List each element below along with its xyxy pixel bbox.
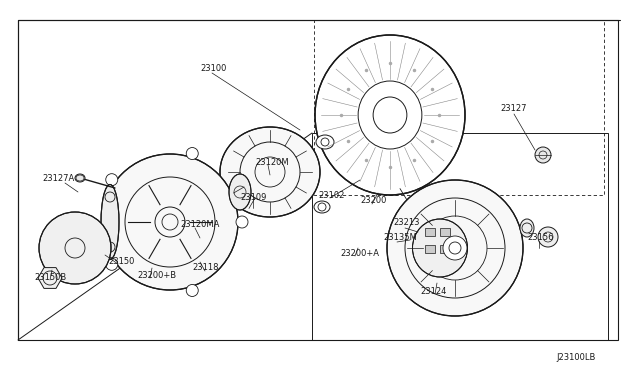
- Ellipse shape: [229, 174, 251, 210]
- Circle shape: [236, 216, 248, 228]
- Text: 23109: 23109: [240, 192, 266, 202]
- Circle shape: [410, 205, 420, 215]
- Text: 23124: 23124: [420, 288, 446, 296]
- Bar: [18, 20, 618, 340]
- Text: 23213: 23213: [393, 218, 419, 227]
- Text: 23200+A: 23200+A: [340, 248, 379, 257]
- Ellipse shape: [520, 219, 534, 237]
- Ellipse shape: [220, 127, 320, 217]
- Circle shape: [443, 236, 467, 260]
- Bar: [425, 228, 435, 236]
- Circle shape: [102, 154, 238, 290]
- Ellipse shape: [413, 219, 467, 277]
- Bar: [314, 20, 604, 195]
- Text: J23100LB: J23100LB: [556, 353, 595, 362]
- Circle shape: [39, 212, 111, 284]
- Text: 23127A: 23127A: [42, 173, 74, 183]
- Text: 23120MA: 23120MA: [180, 219, 220, 228]
- Text: 23156: 23156: [527, 232, 554, 241]
- Bar: [312, 133, 608, 340]
- Ellipse shape: [101, 185, 119, 260]
- Text: 23150: 23150: [108, 257, 134, 266]
- Ellipse shape: [315, 35, 465, 195]
- Ellipse shape: [314, 201, 330, 213]
- Ellipse shape: [75, 174, 85, 182]
- Circle shape: [538, 227, 558, 247]
- Text: 23200+B: 23200+B: [137, 272, 176, 280]
- Circle shape: [186, 148, 198, 160]
- Bar: [440, 228, 450, 236]
- Text: 23200: 23200: [360, 196, 387, 205]
- Text: 23118: 23118: [192, 263, 218, 273]
- Text: 23100: 23100: [200, 64, 227, 73]
- Ellipse shape: [316, 135, 334, 149]
- Text: 23135M: 23135M: [383, 232, 417, 241]
- Circle shape: [387, 180, 523, 316]
- Circle shape: [106, 258, 118, 270]
- Text: 23102: 23102: [318, 190, 344, 199]
- Bar: [425, 245, 435, 253]
- Text: 23150B: 23150B: [34, 273, 67, 282]
- Text: 23127: 23127: [500, 103, 527, 112]
- Text: 23120M: 23120M: [255, 157, 289, 167]
- Circle shape: [535, 147, 551, 163]
- Circle shape: [106, 174, 118, 186]
- Polygon shape: [38, 267, 62, 288]
- Circle shape: [186, 285, 198, 296]
- Bar: [440, 245, 450, 253]
